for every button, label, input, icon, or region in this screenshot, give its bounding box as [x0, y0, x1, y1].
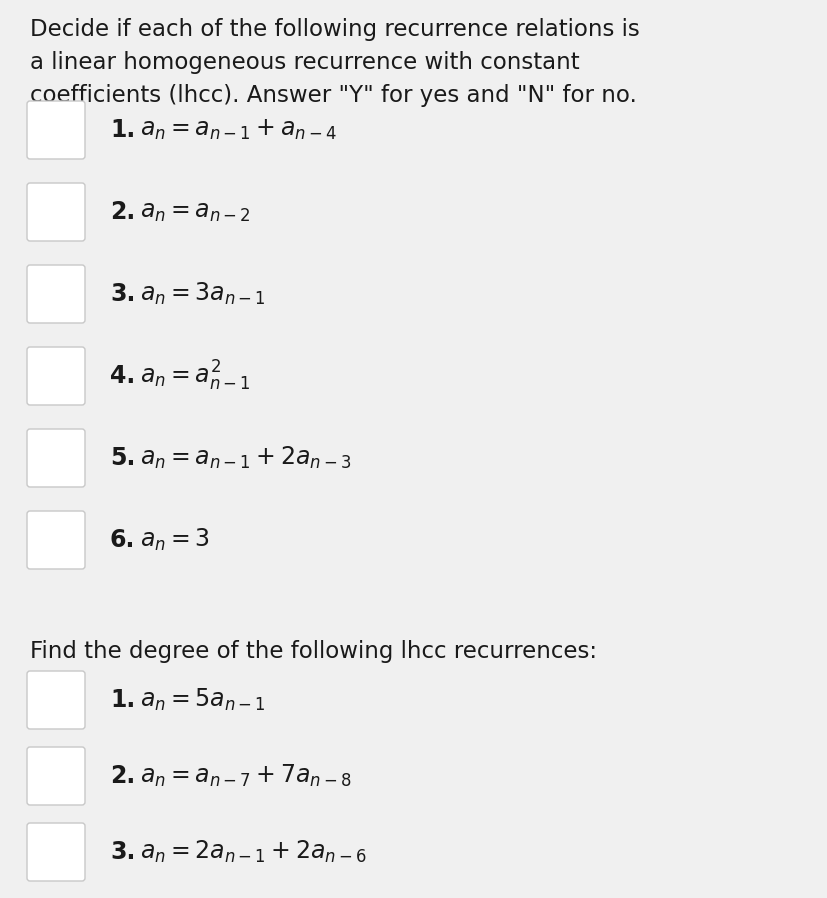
Text: $a_n = 5a_{n-1}$: $a_n = 5a_{n-1}$ [140, 687, 265, 713]
Text: 2.: 2. [110, 764, 135, 788]
FancyBboxPatch shape [27, 347, 85, 405]
Text: Find the degree of the following lhcc recurrences:: Find the degree of the following lhcc re… [30, 640, 596, 663]
Text: $a_n = 3a_{n-1}$: $a_n = 3a_{n-1}$ [140, 281, 265, 307]
Text: 2.: 2. [110, 200, 135, 224]
FancyBboxPatch shape [27, 823, 85, 881]
FancyBboxPatch shape [27, 429, 85, 487]
FancyBboxPatch shape [27, 101, 85, 159]
Text: $a_n = 2a_{n-1} + 2a_{n-6}$: $a_n = 2a_{n-1} + 2a_{n-6}$ [140, 839, 366, 865]
FancyBboxPatch shape [27, 671, 85, 729]
Text: $a_n = 3$: $a_n = 3$ [140, 527, 209, 553]
Text: $a_n = a_{n-1} + 2a_{n-3}$: $a_n = a_{n-1} + 2a_{n-3}$ [140, 445, 351, 471]
FancyBboxPatch shape [27, 265, 85, 323]
Text: 3.: 3. [110, 282, 135, 306]
Text: 6.: 6. [110, 528, 135, 552]
Text: 3.: 3. [110, 840, 135, 864]
Text: $a_n = a_{n-7} + 7a_{n-8}$: $a_n = a_{n-7} + 7a_{n-8}$ [140, 763, 351, 789]
Text: $a_n = a_{n-1} + a_{n-4}$: $a_n = a_{n-1} + a_{n-4}$ [140, 118, 337, 142]
FancyBboxPatch shape [27, 511, 85, 569]
Text: 1.: 1. [110, 118, 135, 142]
Text: 5.: 5. [110, 446, 135, 470]
Text: 1.: 1. [110, 688, 135, 712]
FancyBboxPatch shape [27, 183, 85, 241]
Text: Decide if each of the following recurrence relations is
a linear homogeneous rec: Decide if each of the following recurren… [30, 18, 639, 107]
Text: $a_n = a_{n-2}$: $a_n = a_{n-2}$ [140, 200, 251, 224]
FancyBboxPatch shape [27, 747, 85, 805]
Text: $a_n = a_{n-1}^2$: $a_n = a_{n-1}^2$ [140, 359, 251, 393]
Text: 4.: 4. [110, 364, 135, 388]
